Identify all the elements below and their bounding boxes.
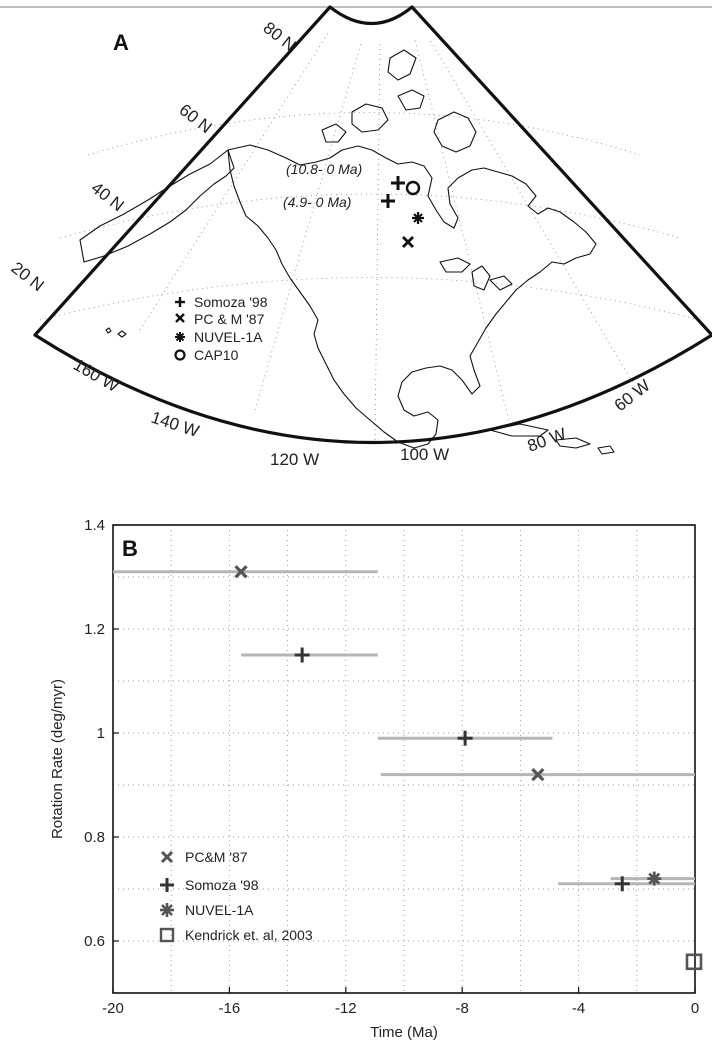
chart-legend-asterisk-icon [160,903,174,917]
chart-legend-label-nuvel: NUVEL-1A [185,902,254,918]
lat-label-60n: 60 N [176,100,216,137]
y-tick-label: 0.8 [84,829,105,846]
lat-label-20n: 20 N [8,258,48,295]
data-point-plus [294,647,310,663]
lat-label-40n: 40 N [88,178,128,215]
x-tick-label: -16 [219,1000,241,1017]
chart-legend-label-kendrick: Kendrick et. al, 2003 [185,927,313,943]
chart-legend-square-icon [159,927,175,943]
x-tick-label: -20 [102,1000,124,1017]
lon-label-160w: 160 W [70,355,122,396]
lon-label-80w: 80 W [525,424,569,455]
data-point-plus [614,876,630,892]
map-panel: A 80 N 60 N 40 N 20 N 160 W 140 W 120 W … [8,5,712,469]
data-point-square [685,953,703,971]
map-legend-label-somoza: Somoza '98 [194,294,268,310]
map-coastlines [79,49,615,455]
x-axis-label: Time (Ma) [370,1024,438,1041]
hawaii-islands [105,327,127,338]
chart-legend-x-icon [160,850,174,864]
chart-legend: PC&M '87 Somoza '98 NUVEL-1A Kendrick et… [159,849,313,943]
map-legend: Somoza '98 PC & M '87 NUVEL-1A CAP10 [174,294,268,363]
map-legend-label-nuvel: NUVEL-1A [194,329,263,345]
data-point-x [531,767,545,782]
y-tick-label: 1.2 [84,621,105,638]
chart-grid [113,525,695,993]
alaska-coast [79,149,235,263]
y-tick-label: 1 [97,725,105,742]
y-tick-label: 1.4 [84,517,105,534]
map-legend-asterisk-icon [175,332,185,342]
annotation-10-8-ma: (10.8- 0 Ma) [286,161,362,177]
map-pole-cap10 [405,180,421,196]
greenland-coast [387,49,417,81]
x-tick-label: -8 [456,1000,469,1017]
map-legend-label-cap10: CAP10 [194,347,239,363]
chart-legend-label-pcm: PC&M '87 [185,849,248,865]
lon-label-100w: 100 W [400,445,449,464]
map-pole-somoza-10-8 [391,176,405,190]
map-legend-label-pcm: PC & M '87 [194,311,265,327]
map-pole-pcm87 [402,236,414,248]
great-lakes [439,257,513,291]
chart-legend-label-somoza: Somoza '98 [185,877,259,893]
chart-panel: -20 -16 -12 -8 -4 00.60.811.21.4 B Time (Ma) … [49,517,703,1041]
chart-legend-plus-icon [160,878,174,892]
map-pole-nuvel1a [412,212,424,224]
data-point-x [234,565,248,579]
map-legend-x-icon [175,313,185,323]
annotation-4-9-ma: (4.9- 0 Ma) [283,194,351,210]
data-point-plus [457,730,473,746]
north-america-coast [227,144,597,449]
arctic-islands-coast [321,89,425,143]
map-legend-plus-icon [175,297,185,307]
data-point-asterisk [647,871,662,886]
map-frame [33,5,712,445]
map-legend-circle-icon [174,349,186,361]
map-panel-label: A [113,30,129,55]
baffin-island-coast [433,111,477,153]
y-tick-label: 0.6 [84,933,105,950]
map-pole-somoza-4-9 [381,194,395,208]
chart-markers [234,565,703,971]
lon-label-120w: 120 W [270,450,319,469]
plot-area-frame [112,524,696,994]
x-tick-label: 0 [691,1000,699,1017]
x-tick-label: -4 [572,1000,585,1017]
y-axis-label: Rotation Rate (deg/myr) [49,679,66,839]
chart-ticks: -20 -16 -12 -8 -4 0 0.6 0.8 1 1.2 1.4 [84,517,699,1017]
map-graticule [39,29,701,441]
chart-panel-label: B [122,536,138,561]
x-tick-label: -12 [335,1000,357,1017]
